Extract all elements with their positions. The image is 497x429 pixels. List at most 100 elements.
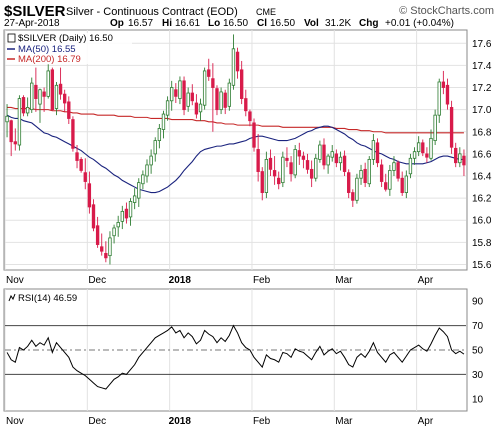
price-y-tick-label: 15.6 xyxy=(472,260,492,271)
candle xyxy=(375,138,380,168)
date-label: 27-Apr-2018 xyxy=(4,18,60,29)
price-y-tick-label: 16.6 xyxy=(472,149,492,160)
change-value: +0.01 (+0.04%) xyxy=(385,18,454,29)
candle-body xyxy=(301,155,306,160)
candle xyxy=(165,96,170,121)
candle xyxy=(437,78,441,123)
price-panel xyxy=(3,29,468,271)
candle-body xyxy=(429,137,433,159)
candle xyxy=(268,149,273,176)
candle-body xyxy=(100,246,104,252)
candle-body xyxy=(322,144,326,166)
candle-body xyxy=(198,103,203,113)
candle xyxy=(182,76,186,116)
candle xyxy=(104,241,108,263)
candle-body xyxy=(318,144,322,160)
candle xyxy=(412,147,417,165)
candle-body xyxy=(367,159,371,185)
rsi-line xyxy=(6,324,465,390)
candle xyxy=(309,160,314,188)
candle xyxy=(355,173,359,204)
ma200-line xyxy=(7,106,464,134)
candle xyxy=(87,171,92,214)
price-x-tick-label: Apr xyxy=(418,275,434,286)
candle xyxy=(63,89,67,112)
candle xyxy=(75,145,79,169)
candles-layer xyxy=(5,34,466,265)
candle-body xyxy=(170,87,174,102)
candle-body xyxy=(281,156,285,184)
candle xyxy=(285,147,289,168)
volume-value: 31.2K xyxy=(325,18,351,29)
candle-body xyxy=(182,80,186,111)
symbol-label: $SILVER xyxy=(4,3,66,20)
price-y-tick-label: 17.6 xyxy=(472,39,492,50)
candle xyxy=(252,118,256,152)
candle-body xyxy=(264,159,269,193)
candle-body xyxy=(149,155,153,166)
candle xyxy=(379,159,384,188)
candle-body xyxy=(326,155,330,166)
candle xyxy=(174,83,178,103)
candle-body xyxy=(330,151,334,158)
candle xyxy=(153,137,157,162)
candle-body xyxy=(256,149,260,172)
legend-price: $SILVER (Daily) 16.50 xyxy=(18,33,113,44)
candle-body xyxy=(157,128,162,141)
candle-body xyxy=(445,84,450,105)
candle xyxy=(161,110,166,139)
rsi-y-tick-label: 70 xyxy=(472,321,484,332)
candle xyxy=(219,87,223,115)
candle-body xyxy=(63,93,67,104)
rsi-y-tick-label: 50 xyxy=(472,346,484,357)
candle xyxy=(38,88,42,123)
candle-body xyxy=(351,192,355,201)
candle xyxy=(326,153,330,174)
candle xyxy=(260,167,264,201)
candle-body xyxy=(408,157,413,175)
rsi-x-tick-label: 2018 xyxy=(169,416,192,427)
candle-body xyxy=(223,92,227,108)
open-value: 16.57 xyxy=(128,18,153,29)
candle xyxy=(342,150,347,176)
candle xyxy=(79,157,83,173)
candle xyxy=(351,189,355,207)
candle-body xyxy=(79,159,83,171)
volume-label: Vol xyxy=(304,18,319,29)
price-x-tick-label: Mar xyxy=(335,275,353,286)
candle-body xyxy=(400,177,404,193)
candle-body xyxy=(375,142,380,164)
candle-body xyxy=(75,152,79,161)
candle-body xyxy=(202,70,207,106)
price-x-tick-label: 2018 xyxy=(169,275,192,286)
candle-body xyxy=(293,149,297,176)
rsi-x-tick-label: Mar xyxy=(335,416,353,427)
candle-body xyxy=(239,69,244,99)
candle xyxy=(170,80,174,111)
price-y-tick-label: 16.2 xyxy=(472,194,492,205)
candle-body xyxy=(25,107,30,114)
candle xyxy=(445,78,450,110)
candle xyxy=(83,158,87,190)
ma200-layer xyxy=(7,106,464,134)
rsi-grid xyxy=(4,289,466,411)
candle-body xyxy=(186,92,190,107)
candle xyxy=(141,170,145,190)
candle-body xyxy=(120,210,124,222)
candle xyxy=(227,78,232,111)
candle xyxy=(301,151,306,169)
candle xyxy=(293,145,297,179)
candle-body xyxy=(396,162,400,179)
candle xyxy=(21,95,26,117)
candle-body xyxy=(17,98,22,146)
price-y-tick-label: 17.0 xyxy=(472,105,492,116)
candle-body xyxy=(137,182,141,199)
candle-body xyxy=(95,225,100,245)
candle-body xyxy=(454,147,458,164)
candle xyxy=(5,104,9,138)
price-y-tick-label: 16.8 xyxy=(472,127,492,138)
candle-body xyxy=(71,119,75,149)
candle xyxy=(334,149,339,168)
low-value: 16.50 xyxy=(223,18,248,29)
